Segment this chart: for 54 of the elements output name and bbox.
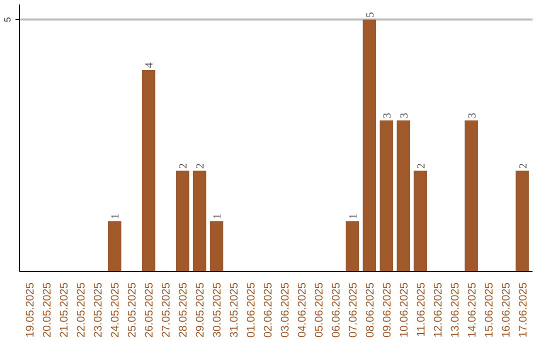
x-tick-label: 27.05.2025 (160, 282, 173, 338)
x-tick-label: 30.05.2025 (212, 282, 224, 338)
bar (464, 120, 478, 272)
x-tick-label: 15.06.2025 (483, 282, 496, 338)
bar (108, 221, 122, 272)
bar (176, 170, 190, 272)
x-tick-label: 12.06.2025 (432, 282, 444, 338)
data-label: 5 (364, 12, 376, 18)
x-tick-label: 16.06.2025 (500, 282, 512, 338)
x-tick-label: 28.05.2025 (178, 282, 190, 338)
x-tick-label: 24.05.2025 (110, 282, 122, 338)
data-label: 3 (381, 112, 394, 118)
bar (142, 70, 156, 272)
data-label: 3 (466, 112, 478, 118)
x-tick-label: 08.06.2025 (364, 282, 376, 338)
x-tick-label: 20.05.2025 (42, 282, 54, 338)
bar (396, 120, 410, 272)
x-tick-label: 01.06.2025 (246, 282, 258, 338)
x-tick-label: 09.06.2025 (381, 282, 394, 338)
x-tick-label: 25.05.2025 (126, 282, 139, 338)
data-label: 1 (212, 214, 224, 220)
x-tick-label: 26.05.2025 (144, 282, 156, 338)
x-tick-label: 21.05.2025 (58, 282, 71, 338)
x-tick-label: 17.06.2025 (517, 282, 530, 338)
x-tick-label: 22.05.2025 (76, 282, 88, 338)
x-tick-label: 04.06.2025 (296, 282, 308, 338)
x-tick-label: 05.06.2025 (313, 282, 326, 338)
x-tick-label: 07.06.2025 (347, 282, 360, 338)
x-tick-label: 31.05.2025 (228, 282, 241, 338)
bar (414, 170, 428, 272)
x-tick-label: 10.06.2025 (398, 282, 410, 338)
data-label: 2 (194, 163, 207, 169)
bar (192, 170, 206, 272)
bar (380, 120, 394, 272)
data-label: 2 (178, 163, 190, 169)
bar (210, 221, 224, 272)
x-tick-label: 13.06.2025 (449, 282, 462, 338)
x-tick-label: 14.06.2025 (466, 282, 478, 338)
data-label: 3 (398, 112, 410, 118)
bar (516, 170, 529, 272)
data-label: 4 (144, 62, 156, 68)
x-tick-label: 29.05.2025 (194, 282, 207, 338)
x-tick-label: 03.06.2025 (279, 282, 292, 338)
bar (346, 221, 360, 272)
x-tick-label: 02.06.2025 (262, 282, 275, 338)
bar (362, 20, 376, 272)
x-tick-label: 11.06.2025 (415, 282, 428, 337)
data-label: 1 (110, 214, 122, 220)
x-tick-label: 23.05.2025 (92, 282, 105, 338)
x-tick-label: 19.05.2025 (24, 282, 37, 338)
x-tick-label: 06.06.2025 (330, 282, 342, 338)
data-label: 1 (347, 214, 360, 220)
data-label: 2 (415, 163, 428, 169)
data-label: 2 (517, 163, 530, 169)
